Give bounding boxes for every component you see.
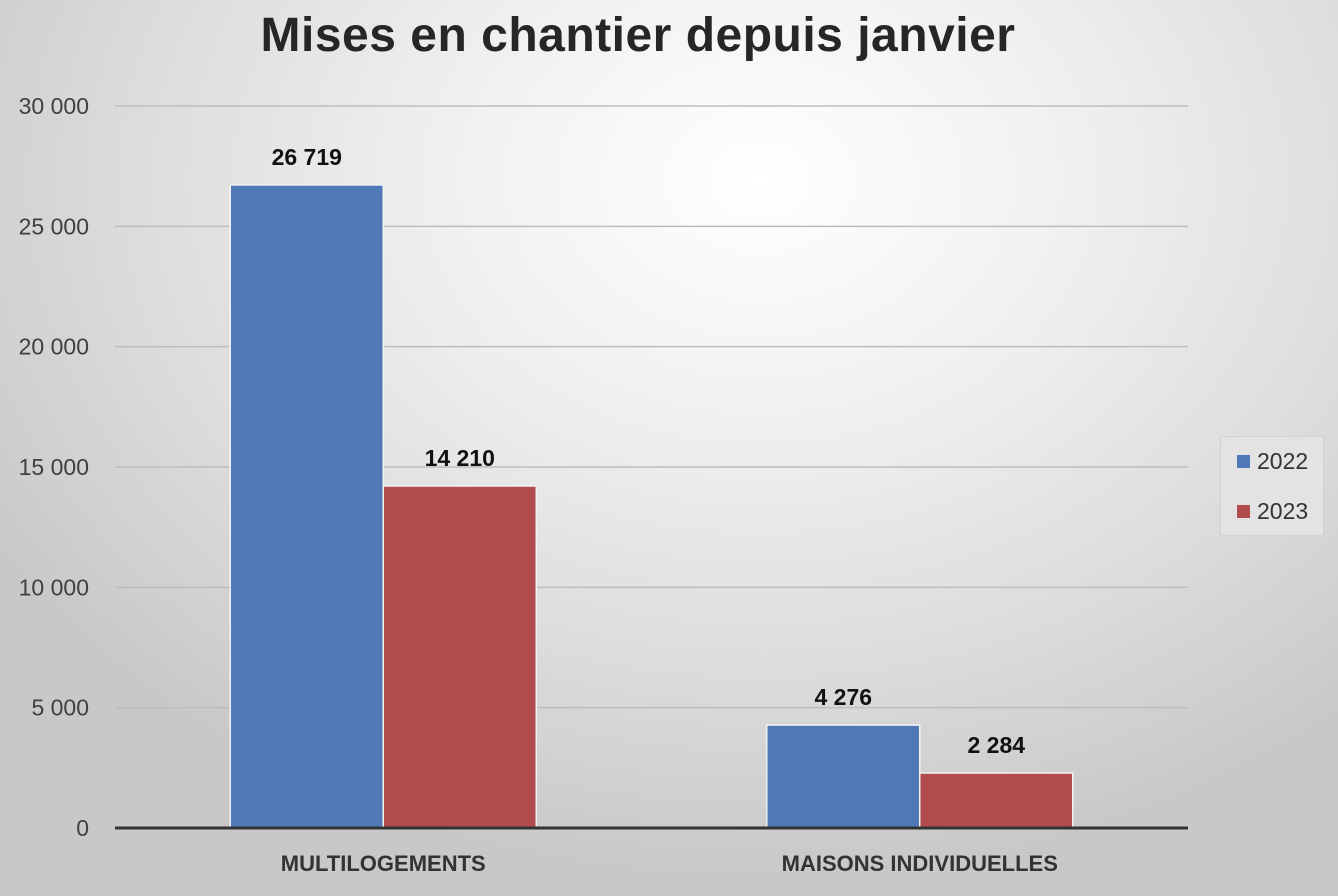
- data-label: 14 210: [425, 445, 495, 471]
- data-label: 2 284: [967, 732, 1025, 758]
- legend-swatch-2022: [1237, 455, 1250, 468]
- x-axis-category-labels: MULTILOGEMENTS MAISONS INDIVIDUELLES: [281, 851, 1058, 876]
- y-tick-label: 10 000: [19, 574, 89, 600]
- y-tick-label: 15 000: [19, 454, 89, 480]
- bar-2023-1: [919, 772, 1074, 829]
- bar-2022-0: [229, 184, 384, 829]
- x-tick-label: MAISONS INDIVIDUELLES: [782, 851, 1058, 876]
- data-labels: 26 719 14 210 4 276 2 284: [272, 144, 1026, 758]
- bars: [229, 184, 1074, 829]
- legend-label-2022: 2022: [1257, 448, 1309, 474]
- legend: 2022 2023: [1220, 436, 1324, 536]
- legend-item-2022: 2022: [1237, 448, 1308, 475]
- bar-2022-1: [766, 724, 921, 829]
- y-tick-label: 5 000: [31, 695, 89, 721]
- y-axis-tick-labels: 0 5 000 10 000 15 000 20 000 25 000 30 000: [19, 93, 89, 841]
- bar-2023-0: [382, 485, 537, 829]
- legend-item-2023: 2023: [1237, 498, 1308, 525]
- y-tick-label: 0: [76, 815, 89, 841]
- data-label: 4 276: [814, 684, 872, 710]
- y-tick-label: 20 000: [19, 334, 89, 360]
- legend-swatch-2023: [1237, 505, 1250, 518]
- legend-label-2023: 2023: [1257, 498, 1309, 524]
- x-tick-label: MULTILOGEMENTS: [281, 851, 486, 876]
- chart-title: Mises en chantier depuis janvier: [260, 9, 1016, 62]
- y-tick-label: 30 000: [19, 93, 89, 119]
- data-label: 26 719: [272, 144, 342, 170]
- y-tick-label: 25 000: [19, 213, 89, 239]
